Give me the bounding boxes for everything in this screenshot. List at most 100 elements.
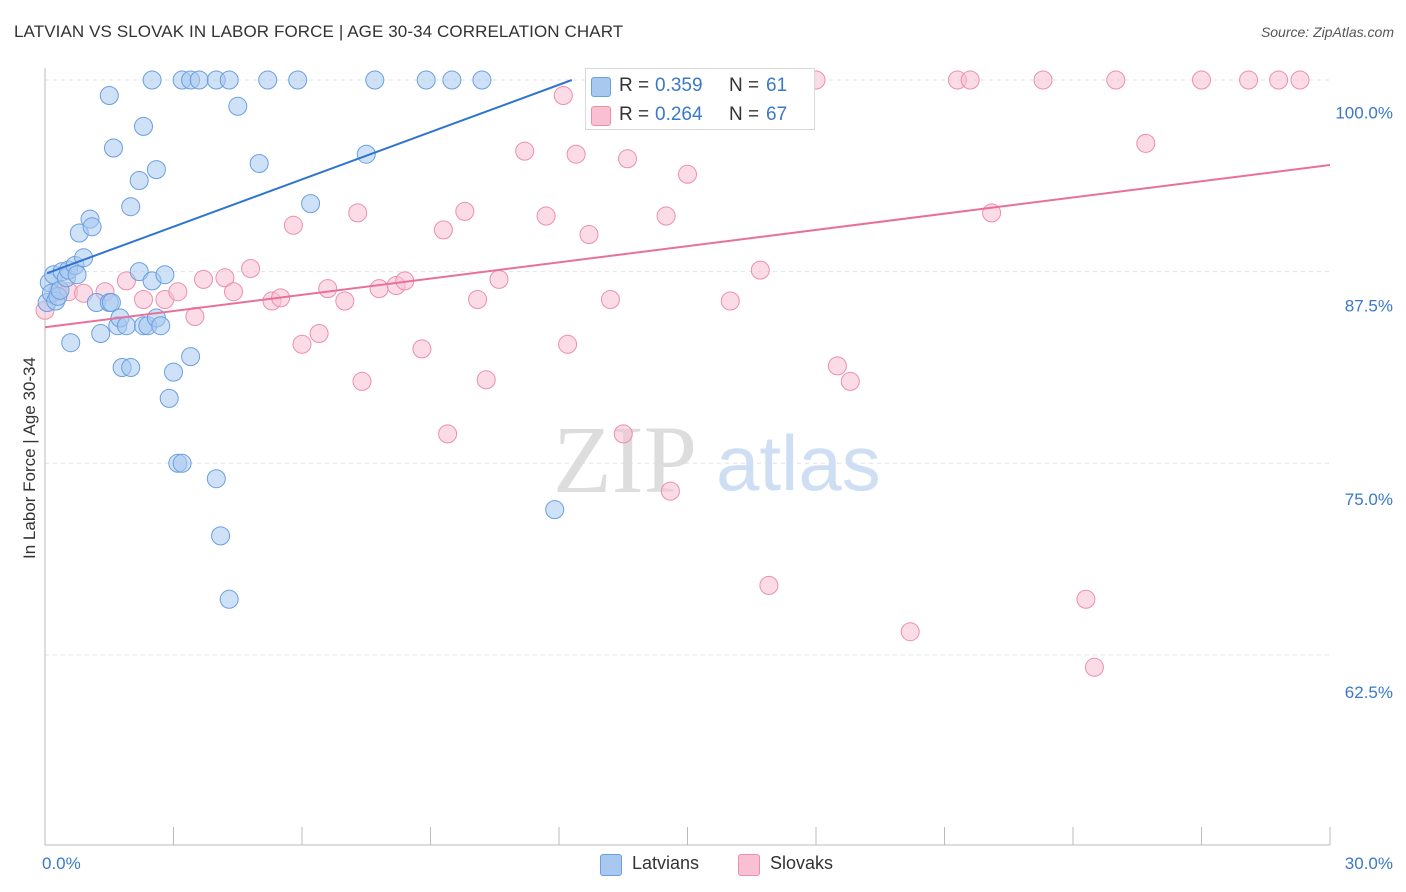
slovaks-point-56 xyxy=(960,70,980,90)
latvians-point-40 xyxy=(219,589,239,609)
slovaks-point-12 xyxy=(194,269,213,289)
latvians-point-47 xyxy=(228,96,248,116)
latvians-point-12 xyxy=(67,265,87,285)
latvians-point-41 xyxy=(104,138,123,158)
latvians-point-42 xyxy=(134,116,153,136)
legend-latvians-swatch xyxy=(600,854,622,876)
slovaks-point-59 xyxy=(1076,589,1096,609)
slovaks-point-5 xyxy=(116,271,136,291)
y-tick-label-1: 87.5% xyxy=(1345,297,1393,316)
slovaks-point-3 xyxy=(74,283,94,303)
slovaks-point-38 xyxy=(553,86,573,105)
slovaks-point-61 xyxy=(1106,70,1126,90)
y-tick-label-3: 62.5% xyxy=(1345,683,1393,702)
y-tick-label-0: 100.0% xyxy=(1335,104,1393,123)
axis-layer xyxy=(44,68,1331,846)
slovaks-point-49 xyxy=(759,575,779,595)
latvians-point-50 xyxy=(356,144,376,164)
latvians-point-51 xyxy=(142,70,162,90)
slovaks-point-30 xyxy=(468,290,488,309)
slovaks-swatch xyxy=(591,106,611,126)
latvians-point-58 xyxy=(288,70,308,90)
slovaks-point-63 xyxy=(1192,70,1211,90)
slovaks-point-11 xyxy=(224,282,243,302)
slovaks-point-35 xyxy=(558,334,578,354)
latvians-point-35 xyxy=(181,347,201,367)
slovaks-n-label: N = xyxy=(729,104,760,125)
latvians-point-59 xyxy=(365,70,385,90)
slovaks-point-36 xyxy=(579,225,599,244)
latvians-point-48 xyxy=(249,154,269,173)
latvians-trend-line xyxy=(46,79,573,275)
legend-slovaks-label: Slovaks xyxy=(770,853,834,873)
slovaks-point-28 xyxy=(438,424,458,444)
slovaks-point-47 xyxy=(720,291,740,311)
slovaks-point-45 xyxy=(660,481,680,501)
legend-latvians-label: Latvians xyxy=(632,853,700,873)
slovaks-point-39 xyxy=(566,144,586,164)
latvians-point-34 xyxy=(172,453,192,473)
x-tick-label-0: 0.0% xyxy=(42,854,81,873)
latvians-n-value: 61 xyxy=(766,75,788,96)
slovaks-point-16 xyxy=(283,215,303,235)
slovaks-point-46 xyxy=(678,164,697,184)
latvians-point-62 xyxy=(472,70,492,90)
slovaks-point-21 xyxy=(348,203,368,223)
slovaks-point-27 xyxy=(433,220,453,240)
slovaks-point-41 xyxy=(613,424,633,444)
latvians-point-30 xyxy=(151,316,171,336)
slovaks-point-33 xyxy=(515,141,535,161)
source-credit: Source: ZipAtlas.com xyxy=(1260,24,1394,40)
watermark-atlas: atlas xyxy=(716,419,881,507)
slovaks-point-26 xyxy=(412,339,432,359)
slovaks-point-48 xyxy=(750,260,770,280)
slovaks-point-22 xyxy=(352,371,372,391)
slovaks-point-42 xyxy=(618,149,637,169)
latvians-point-39 xyxy=(211,526,231,546)
latvians-point-31 xyxy=(159,388,179,408)
legend: Latvians Slovaks xyxy=(0,852,1406,876)
latvians-point-38 xyxy=(206,469,226,489)
slovaks-point-10 xyxy=(215,268,235,288)
chart-title: LATVIAN VS SLOVAK IN LABOR FORCE | AGE 3… xyxy=(14,22,624,41)
slovaks-point-58 xyxy=(1033,70,1053,90)
slovaks-point-66 xyxy=(1290,70,1310,90)
latvians-point-56 xyxy=(219,70,239,90)
latvians-point-60 xyxy=(416,70,436,90)
slovaks-point-62 xyxy=(1136,133,1156,153)
latvians-point-25 xyxy=(121,358,141,377)
y-tick-label-2: 75.0% xyxy=(1345,490,1393,509)
latvians-point-37 xyxy=(155,265,175,285)
latvians-point-45 xyxy=(99,86,119,105)
latvians-point-43 xyxy=(146,160,166,180)
trend-layer xyxy=(44,79,1331,329)
stats-box: R = 0.359 N = 61 R = 0.264 N = 67 xyxy=(585,68,815,130)
slovaks-trend-line xyxy=(44,164,1331,329)
slovaks-point-23 xyxy=(369,279,389,299)
slovaks-point-64 xyxy=(1239,70,1259,90)
slovaks-point-65 xyxy=(1269,70,1289,90)
stats-row-latvians: R = 0.359 N = 61 xyxy=(586,71,814,101)
latvians-point-24 xyxy=(116,316,136,336)
legend-slovaks-swatch xyxy=(738,854,760,876)
slovaks-point-29 xyxy=(455,201,475,221)
slovaks-point-20 xyxy=(335,291,355,311)
slovaks-point-19 xyxy=(318,279,338,299)
latvians-point-32 xyxy=(164,362,183,382)
slovaks-point-34 xyxy=(536,206,556,226)
points-layer xyxy=(35,70,1310,677)
latvians-point-26 xyxy=(129,262,149,282)
latvians-r-label: R = xyxy=(619,75,650,96)
latvians-point-49 xyxy=(301,194,321,214)
slovaks-point-13 xyxy=(241,259,261,278)
latvians-point-57 xyxy=(258,70,278,90)
latvians-point-63 xyxy=(545,500,565,520)
slovaks-point-8 xyxy=(168,282,188,302)
x-tick-label-1: 30.0% xyxy=(1345,854,1393,873)
slovaks-point-18 xyxy=(309,324,329,343)
slovaks-point-17 xyxy=(292,334,312,354)
watermark: ZIP atlas xyxy=(553,406,881,513)
slovaks-n-value: 67 xyxy=(766,104,788,125)
latvians-point-46 xyxy=(129,171,149,190)
